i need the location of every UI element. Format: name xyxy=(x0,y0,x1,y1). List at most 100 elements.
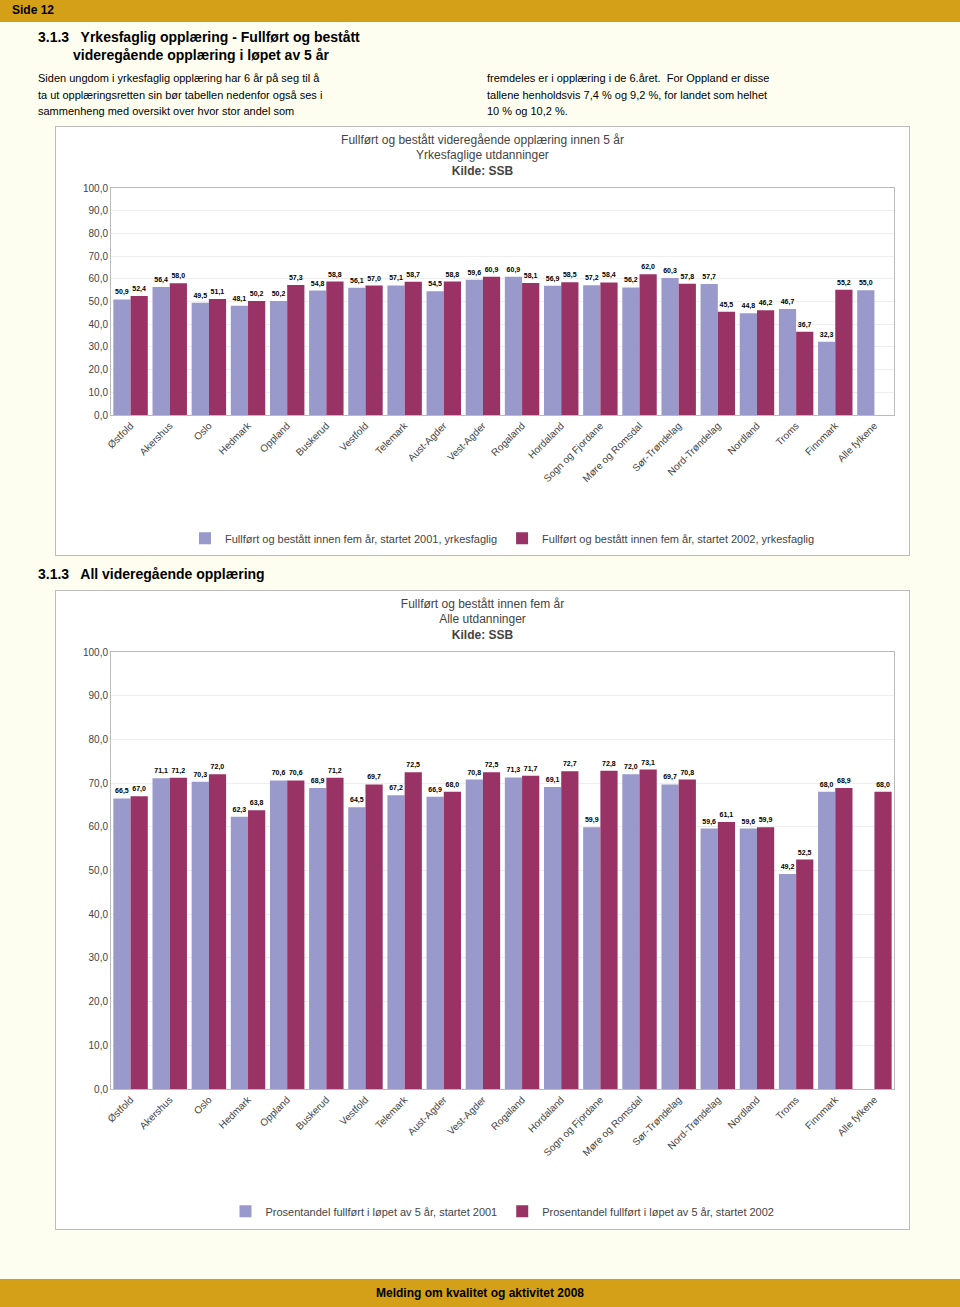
svg-text:Vest-Agder: Vest-Agder xyxy=(445,420,488,463)
svg-text:Nord-Trøndelag: Nord-Trøndelag xyxy=(665,420,722,477)
svg-text:Hordaland: Hordaland xyxy=(526,1094,566,1134)
svg-text:100,0: 100,0 xyxy=(83,646,108,657)
svg-text:71,3: 71,3 xyxy=(507,766,521,774)
svg-text:Rogaland: Rogaland xyxy=(489,1094,527,1132)
svg-text:57,1: 57,1 xyxy=(389,274,403,282)
svg-text:80,0: 80,0 xyxy=(89,734,109,745)
svg-text:56,1: 56,1 xyxy=(350,277,364,285)
svg-text:Akershus: Akershus xyxy=(137,1094,174,1131)
svg-text:Oppland: Oppland xyxy=(258,1094,293,1129)
svg-text:Buskerud: Buskerud xyxy=(294,420,332,458)
svg-text:32,3: 32,3 xyxy=(820,331,834,339)
svg-text:0,0: 0,0 xyxy=(94,1083,108,1094)
svg-text:63,8: 63,8 xyxy=(250,799,264,807)
svg-text:50,0: 50,0 xyxy=(89,296,109,307)
svg-text:70,8: 70,8 xyxy=(680,768,694,776)
svg-text:58,4: 58,4 xyxy=(602,271,616,279)
svg-text:62,0: 62,0 xyxy=(641,263,655,271)
svg-text:60,9: 60,9 xyxy=(485,266,499,274)
svg-text:Sør-Trøndelag: Sør-Trøndelag xyxy=(630,1094,683,1147)
svg-text:0,0: 0,0 xyxy=(94,409,108,420)
svg-text:55,2: 55,2 xyxy=(837,279,851,287)
svg-text:Aust-Agder: Aust-Agder xyxy=(406,420,450,464)
svg-text:69,1: 69,1 xyxy=(546,776,560,784)
svg-text:Finnmark: Finnmark xyxy=(803,1093,841,1131)
svg-text:66,9: 66,9 xyxy=(428,786,442,794)
svg-text:51,1: 51,1 xyxy=(211,288,225,296)
svg-text:Finnmark: Finnmark xyxy=(803,419,841,457)
svg-text:Oslo: Oslo xyxy=(192,420,215,443)
svg-text:50,9: 50,9 xyxy=(115,288,129,296)
svg-text:70,0: 70,0 xyxy=(89,777,109,788)
svg-text:59,9: 59,9 xyxy=(585,816,599,824)
svg-text:50,0: 50,0 xyxy=(89,865,109,876)
svg-text:80,0: 80,0 xyxy=(89,228,109,239)
svg-text:30,0: 30,0 xyxy=(89,952,109,963)
svg-text:58,1: 58,1 xyxy=(524,272,538,280)
svg-text:68,9: 68,9 xyxy=(311,777,325,785)
svg-text:72,0: 72,0 xyxy=(624,763,638,771)
svg-text:90,0: 90,0 xyxy=(89,205,109,216)
svg-text:Troms: Troms xyxy=(774,420,802,448)
svg-text:66,5: 66,5 xyxy=(115,787,129,795)
svg-text:20,0: 20,0 xyxy=(89,364,109,375)
svg-text:Alle fylkene: Alle fylkene xyxy=(835,420,879,464)
svg-text:50,2: 50,2 xyxy=(250,290,264,298)
svg-text:69,7: 69,7 xyxy=(367,773,381,781)
svg-text:Fullført og bestått innen fem: Fullført og bestått innen fem årAlle utd… xyxy=(401,597,564,642)
svg-text:68,9: 68,9 xyxy=(837,777,851,785)
svg-text:69,7: 69,7 xyxy=(663,773,677,781)
svg-text:71,2: 71,2 xyxy=(328,767,342,775)
svg-text:Hedmark: Hedmark xyxy=(216,419,253,456)
svg-text:Fullført og bestått videregåen: Fullført og bestått videregående opplæri… xyxy=(341,133,624,178)
svg-text:10,0: 10,0 xyxy=(89,1040,109,1051)
svg-text:Nordland: Nordland xyxy=(725,420,761,456)
svg-text:Hordaland: Hordaland xyxy=(526,420,566,460)
svg-text:Møre og Romsdal: Møre og Romsdal xyxy=(581,1094,645,1158)
svg-text:72,5: 72,5 xyxy=(406,761,420,769)
svg-text:Oslo: Oslo xyxy=(192,1094,215,1117)
svg-text:58,8: 58,8 xyxy=(328,270,342,278)
svg-text:62,3: 62,3 xyxy=(233,806,247,814)
svg-text:Vestfold: Vestfold xyxy=(337,420,370,453)
svg-text:58,7: 58,7 xyxy=(406,271,420,279)
svg-text:70,6: 70,6 xyxy=(289,769,303,777)
svg-text:Prosentandel fullført i løpet: Prosentandel fullført i løpet av 5 år, s… xyxy=(542,1205,774,1217)
svg-text:68,0: 68,0 xyxy=(876,781,890,789)
svg-text:44,8: 44,8 xyxy=(741,302,755,310)
svg-text:60,3: 60,3 xyxy=(663,267,677,275)
svg-text:72,5: 72,5 xyxy=(485,761,499,769)
svg-text:48,1: 48,1 xyxy=(233,295,247,303)
svg-text:Nordland: Nordland xyxy=(725,1094,761,1130)
svg-text:57,8: 57,8 xyxy=(680,273,694,281)
svg-text:40,0: 40,0 xyxy=(89,909,109,920)
svg-text:67,2: 67,2 xyxy=(389,784,403,792)
svg-text:Sogn og Fjordane: Sogn og Fjordane xyxy=(541,420,605,484)
svg-text:Vest-Agder: Vest-Agder xyxy=(445,1094,488,1137)
svg-text:Sogn og Fjordane: Sogn og Fjordane xyxy=(541,1094,605,1158)
svg-text:70,3: 70,3 xyxy=(193,771,207,779)
svg-text:Buskerud: Buskerud xyxy=(294,1094,332,1132)
svg-text:Prosentandel fullført i løpet: Prosentandel fullført i løpet av 5 år, s… xyxy=(266,1205,498,1217)
svg-text:61,1: 61,1 xyxy=(720,811,734,819)
svg-text:100,0: 100,0 xyxy=(83,182,108,193)
svg-text:58,5: 58,5 xyxy=(563,271,577,279)
svg-text:56,9: 56,9 xyxy=(546,275,560,283)
svg-text:64,5: 64,5 xyxy=(350,796,364,804)
svg-text:71,7: 71,7 xyxy=(524,765,538,773)
svg-text:59,6: 59,6 xyxy=(467,269,481,277)
svg-text:Sør-Trøndelag: Sør-Trøndelag xyxy=(630,420,683,473)
svg-text:Østfold: Østfold xyxy=(105,1094,135,1124)
svg-text:72,0: 72,0 xyxy=(211,763,225,771)
svg-text:59,9: 59,9 xyxy=(759,816,773,824)
svg-text:60,9: 60,9 xyxy=(507,266,521,274)
svg-text:45,5: 45,5 xyxy=(720,301,734,309)
svg-text:70,8: 70,8 xyxy=(467,768,481,776)
svg-text:72,7: 72,7 xyxy=(563,760,577,768)
svg-text:73,1: 73,1 xyxy=(641,758,655,766)
svg-text:52,5: 52,5 xyxy=(798,848,812,856)
svg-text:71,2: 71,2 xyxy=(171,767,185,775)
svg-text:57,3: 57,3 xyxy=(289,274,303,282)
svg-text:57,0: 57,0 xyxy=(367,274,381,282)
svg-text:49,2: 49,2 xyxy=(781,863,795,871)
